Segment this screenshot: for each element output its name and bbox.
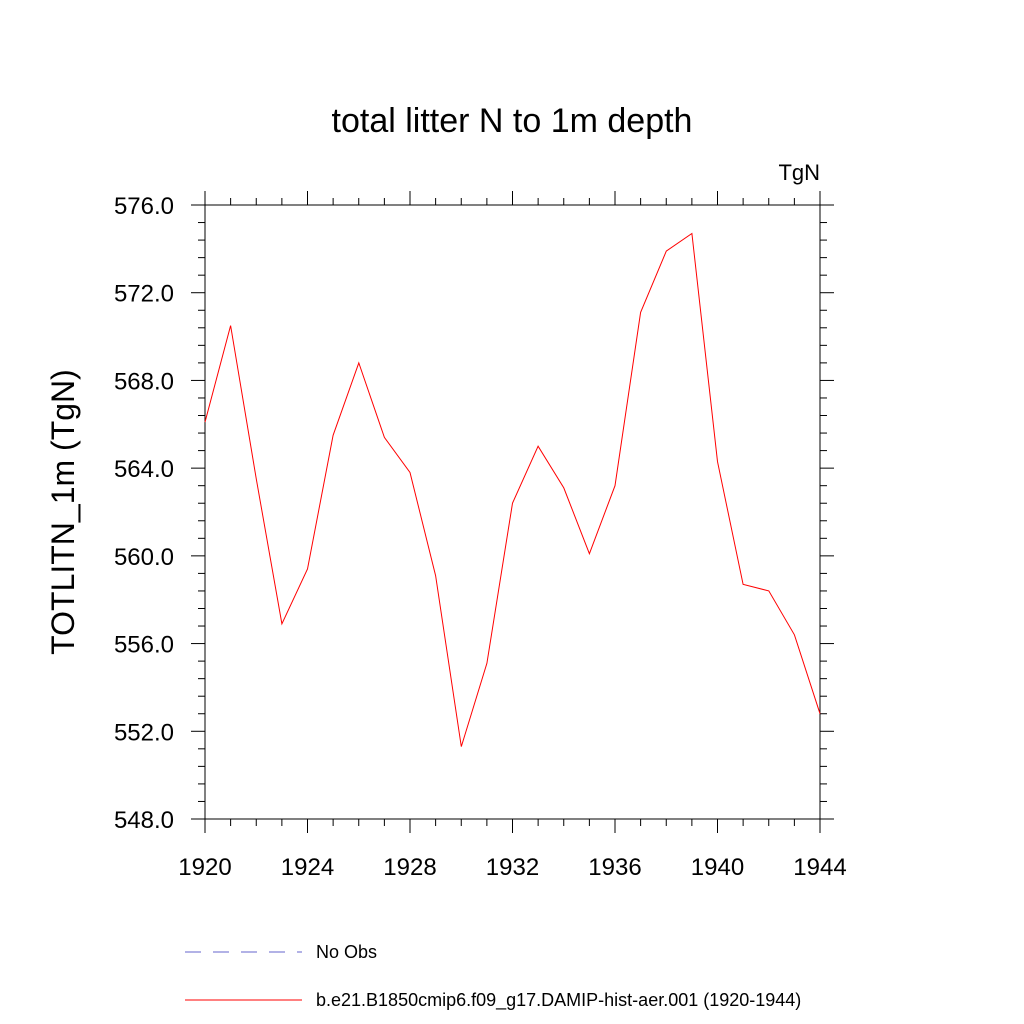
legend-entry-label: b.e21.B1850cmip6.f09_g17.DAMIP-hist-aer.…: [316, 990, 801, 1011]
y-tick-label: 548.0: [114, 807, 174, 834]
y-tick-label: 556.0: [114, 632, 174, 659]
legend-entry-label: No Obs: [316, 942, 377, 962]
units-label: TgN: [778, 160, 820, 185]
x-tick-label: 1924: [281, 854, 334, 881]
x-tick-label: 1940: [691, 854, 744, 881]
series-line: [204, 232, 821, 747]
chart-title: total litter N to 1m depth: [332, 102, 693, 140]
y-tick-labels: 576.0 572.0 568.0 564.0 560.0 556.0 552.0 548.0: [114, 193, 174, 834]
y-tick-label: 564.0: [114, 456, 174, 483]
y-tick-label: 552.0: [114, 719, 174, 746]
x-tick-label: 1928: [383, 854, 436, 881]
y-axis-label: TOTLITN_1m (TgN): [45, 369, 81, 655]
y-tick-label: 568.0: [114, 368, 174, 395]
y-tick-label: 560.0: [114, 544, 174, 571]
x-tick-label: 1932: [486, 854, 539, 881]
legend: No Obs b.e21.B1850cmip6.f09_g17.DAMIP-his…: [185, 942, 801, 1011]
series-group: [204, 232, 821, 747]
y-tick-label: 572.0: [114, 281, 174, 308]
x-tick-labels: 1920 1924 1928 1932 1936 1940 1944: [178, 854, 846, 881]
x-tick-label: 1920: [178, 854, 231, 881]
x-tick-label: 1944: [793, 854, 846, 881]
axis-ticks: [191, 191, 834, 833]
y-tick-label: 576.0: [114, 193, 174, 220]
x-tick-label: 1936: [588, 854, 641, 881]
